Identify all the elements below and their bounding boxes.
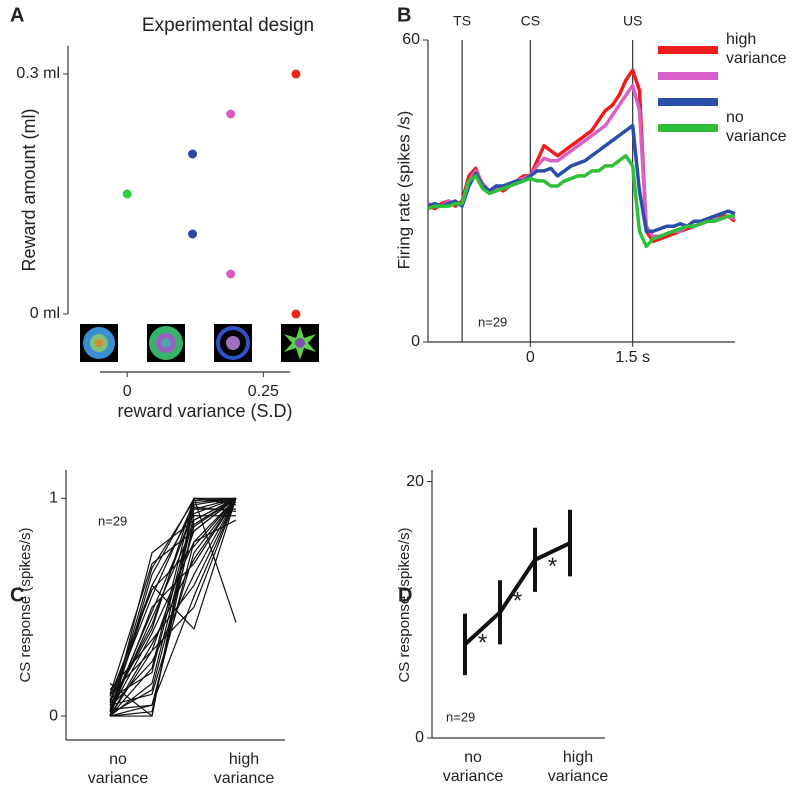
line — [427, 68, 737, 244]
line — [109, 497, 237, 704]
line — [427, 154, 735, 249]
x-tick-label: no variance — [87, 751, 149, 787]
panel-letter: C — [10, 584, 24, 606]
y-tick-label: 0 — [49, 707, 58, 724]
panel-letter: D — [398, 584, 412, 606]
line — [109, 515, 236, 717]
line — [109, 497, 237, 710]
line — [109, 497, 237, 695]
legend-label: no variance — [726, 109, 787, 145]
y-tick-label: 0 — [411, 333, 420, 350]
point — [122, 189, 132, 199]
line — [109, 497, 237, 715]
x-tick-label: 0 — [123, 383, 132, 400]
panel-letter: B — [397, 4, 411, 26]
line — [109, 519, 237, 712]
y-axis-label: Reward amount (ml) — [19, 108, 39, 271]
y-tick-label: 0 — [415, 729, 424, 746]
point — [291, 309, 301, 319]
point — [291, 69, 301, 79]
point — [188, 149, 198, 159]
stimulus — [161, 338, 171, 348]
y-tick-label: 0 ml — [30, 305, 60, 322]
line — [109, 498, 237, 717]
x-tick-label: 1.5 s — [615, 349, 650, 366]
point — [226, 269, 236, 279]
line — [109, 497, 237, 717]
y-axis-label: CS response (spikes/s) — [396, 527, 413, 682]
point — [188, 229, 198, 239]
stimulus — [226, 336, 240, 350]
x-tick-label: no variance — [442, 749, 504, 785]
x-tick-label: high variance — [547, 749, 609, 785]
y-axis-label: CS response (spikes/s) — [17, 527, 34, 682]
line — [109, 497, 237, 697]
legend-swatch — [658, 124, 718, 132]
line — [109, 498, 237, 717]
legend-swatch — [658, 72, 718, 80]
stimulus — [295, 338, 305, 348]
line — [109, 497, 237, 717]
annotation: n=29 — [98, 513, 127, 528]
chart-title: Experimental design — [142, 15, 314, 36]
y-axis-label: Firing rate (spikes /s) — [394, 111, 413, 270]
line — [109, 498, 237, 708]
event-label: TS — [453, 13, 471, 29]
legend-label: high variance — [726, 31, 787, 67]
significance-marker: * — [548, 553, 557, 580]
legend-swatch — [658, 46, 718, 54]
legend-swatch — [658, 98, 718, 106]
event-label: CS — [521, 13, 540, 29]
stimuli — [80, 324, 319, 362]
y-tick-label: 20 — [406, 473, 424, 490]
y-tick-label: 1 — [49, 490, 58, 507]
stimulus — [216, 326, 250, 360]
point — [226, 109, 236, 119]
annotation: n=29 — [446, 709, 475, 724]
line — [463, 541, 571, 646]
y-tick-label: 0.3 ml — [16, 65, 60, 82]
stimulus — [95, 339, 103, 347]
x-tick-label: 0 — [526, 349, 535, 366]
significance-marker: * — [478, 630, 487, 657]
x-tick-label: high variance — [213, 751, 275, 787]
line — [109, 497, 237, 717]
y-tick-label: 60 — [402, 31, 420, 48]
significance-marker: * — [513, 587, 522, 614]
x-tick-label: 0.25 — [248, 383, 279, 400]
event-label: US — [623, 13, 642, 29]
line — [109, 497, 237, 712]
line — [109, 506, 237, 706]
panel-letter: A — [10, 4, 24, 26]
x-axis-label: reward variance (S.D) — [117, 401, 292, 421]
annotation: n=29 — [478, 314, 507, 329]
